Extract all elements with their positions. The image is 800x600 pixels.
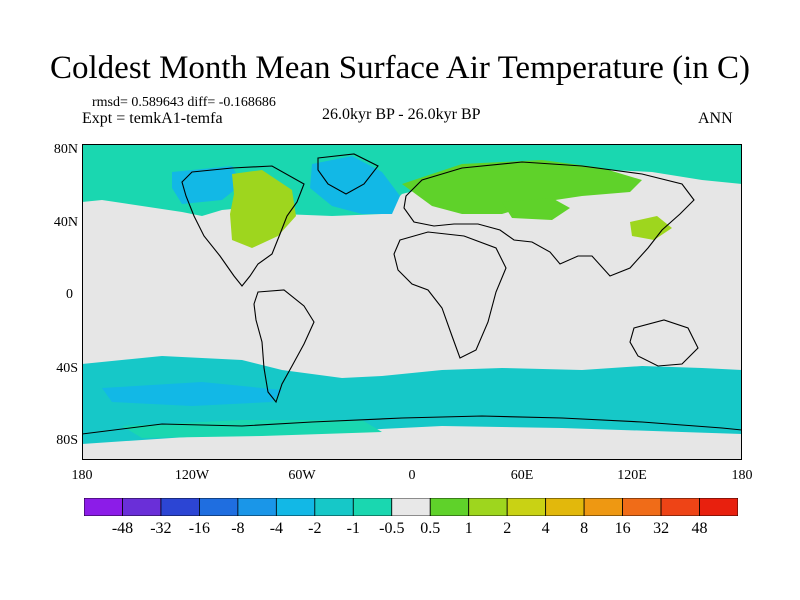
- colorbar-label: 0.5: [420, 520, 441, 537]
- stats-text: rmsd= 0.589643 diff= -0.168686: [92, 95, 276, 110]
- southern-ocean-deep: [102, 382, 282, 406]
- lon-tick-0: 0: [408, 468, 416, 483]
- eurasia-warm-patch: [502, 198, 570, 220]
- colorbar-label: 2: [503, 520, 512, 537]
- lat-tick-80n: 80N: [53, 142, 78, 157]
- colorbar-label: 32: [653, 520, 670, 537]
- map-title: Coldest Month Mean Surface Air Temperatu…: [50, 50, 750, 86]
- colorbar-label: -32: [150, 520, 172, 537]
- antarctica-coast: [82, 415, 742, 435]
- period-label: 26.0kyr BP - 26.0kyr BP: [322, 106, 481, 123]
- colorbar-swatch: [160, 498, 200, 516]
- eurasia-coast: [403, 161, 695, 277]
- coastlines: [82, 153, 742, 435]
- australia-coast: [629, 319, 699, 367]
- colorbar-label: 48: [691, 520, 708, 537]
- anomaly-shading: [82, 144, 742, 460]
- lon-tick-180w: 180: [71, 468, 93, 483]
- colorbar-swatch: [391, 498, 431, 516]
- colorbar-label: -16: [188, 520, 211, 537]
- lon-tick-60e: 60E: [510, 468, 534, 483]
- colorbar-swatch: [429, 498, 470, 516]
- colorbar-swatch: [468, 498, 508, 516]
- colorbar-swatch: [314, 498, 354, 516]
- lat-tick-40s: 40S: [56, 361, 78, 376]
- colorbar-swatch: [622, 498, 662, 516]
- africa-coast: [393, 231, 507, 359]
- colorbar-swatch: [660, 498, 700, 516]
- north-pacific-cold: [172, 166, 242, 204]
- colorbar-swatch: [506, 498, 547, 516]
- season-label: ANN: [698, 110, 733, 127]
- colorbar-label: -48: [111, 520, 134, 537]
- colorbar-label: 4: [541, 520, 550, 537]
- colorbar-label: 16: [614, 520, 631, 537]
- lon-tick-60w: 60W: [288, 468, 316, 483]
- eurasia-warm: [402, 160, 642, 214]
- colorbar-swatch: [275, 498, 316, 516]
- lat-tick-0: 0: [66, 287, 73, 302]
- colorbar-label: -4: [269, 520, 284, 537]
- colorbar-label: 8: [580, 520, 589, 537]
- north-america-warm: [230, 170, 296, 248]
- south-america-coast: [253, 289, 315, 404]
- anomaly-map: [82, 144, 742, 460]
- map-frame: [82, 144, 742, 460]
- colorbar-swatch: [545, 498, 585, 516]
- colorbar-swatch: [352, 498, 393, 516]
- lat-tick-40n: 40N: [53, 215, 78, 230]
- lon-tick-120e: 120E: [617, 468, 647, 483]
- colorbar-swatch: [199, 498, 239, 516]
- colorbar-swatch: [122, 498, 162, 516]
- east-asia-warm: [630, 216, 672, 240]
- colorbar-label: -2: [308, 520, 322, 537]
- north-atlantic-cold: [310, 156, 400, 214]
- colorbar-swatch: [699, 498, 738, 516]
- lat-tick-80s: 80S: [56, 433, 78, 448]
- greenland-coast: [317, 153, 379, 195]
- lon-tick-120w: 120W: [174, 468, 210, 483]
- colorbar-label: -1: [346, 520, 360, 537]
- colorbar-label: -8: [231, 520, 245, 537]
- colorbar-label: -0.5: [379, 520, 405, 537]
- north-america-coast: [181, 165, 305, 287]
- colorbar-label: 1: [464, 520, 473, 537]
- lon-tick-180e: 180: [731, 468, 753, 483]
- experiment-label: Expt = temkA1-temfa: [82, 110, 223, 127]
- colorbar: [84, 498, 738, 516]
- colorbar-swatch: [583, 498, 623, 516]
- colorbar-swatch: [84, 498, 123, 516]
- colorbar-swatch: [237, 498, 277, 516]
